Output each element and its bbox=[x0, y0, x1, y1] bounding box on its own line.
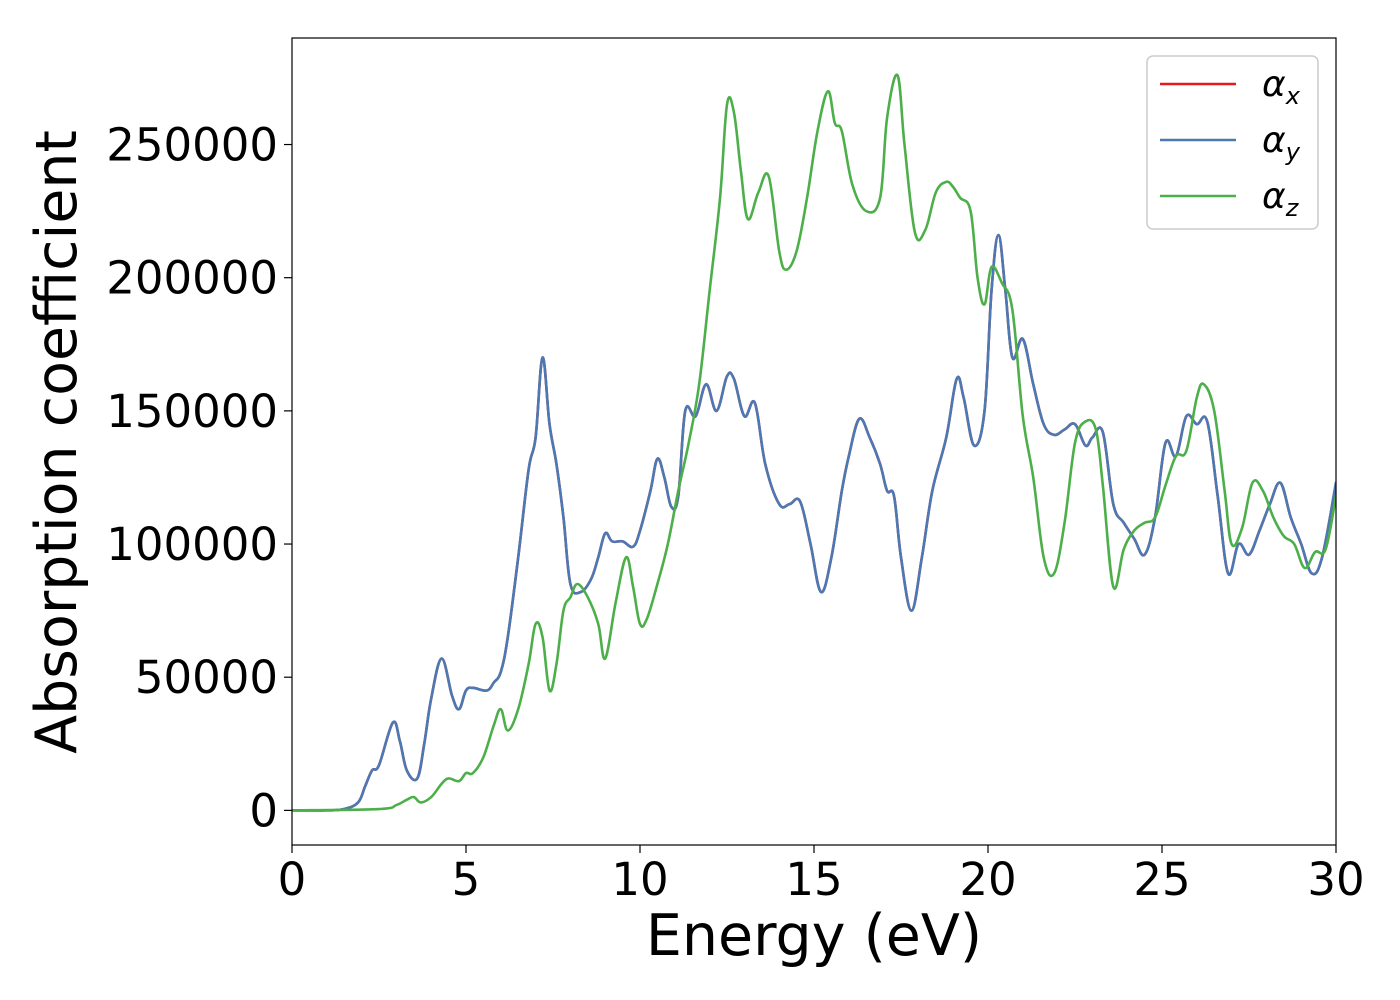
legend-label-sub: x bbox=[1285, 82, 1301, 110]
x-tick-label: 20 bbox=[959, 853, 1016, 906]
x-tick-label: 30 bbox=[1307, 853, 1364, 906]
legend-label-main: α bbox=[1262, 120, 1286, 161]
y-axis-title: Absorption coefficient bbox=[24, 130, 90, 754]
series-layer bbox=[292, 73, 1336, 812]
y-tick-label: 150000 bbox=[106, 385, 278, 438]
legend-label-y: αy bbox=[1262, 120, 1301, 166]
series-line-y bbox=[292, 233, 1336, 812]
y-tick-label: 250000 bbox=[106, 119, 278, 172]
x-tick-label: 5 bbox=[452, 853, 481, 906]
series-line-z bbox=[292, 73, 1336, 812]
x-tick-label: 25 bbox=[1133, 853, 1190, 906]
y-tick-label: 50000 bbox=[135, 651, 278, 704]
y-tick-label: 0 bbox=[249, 784, 278, 837]
y-axis: 0 50000 100000 150000 200000 250000 bbox=[106, 119, 292, 837]
x-axis: 0 5 10 15 20 25 30 bbox=[278, 845, 1365, 906]
y-tick-label: 100000 bbox=[106, 518, 278, 571]
x-axis-title: Energy (eV) bbox=[646, 903, 982, 969]
legend-label-main: α bbox=[1262, 176, 1286, 217]
x-tick-label: 15 bbox=[785, 853, 842, 906]
legend-label-main: α bbox=[1262, 64, 1286, 105]
legend-label-z: αz bbox=[1262, 176, 1300, 222]
legend-label-x: αx bbox=[1262, 64, 1301, 110]
legend-box bbox=[1146, 55, 1319, 230]
legend-label-sub: y bbox=[1285, 138, 1301, 166]
y-tick-label: 200000 bbox=[106, 252, 278, 305]
x-tick-label: 0 bbox=[278, 853, 307, 906]
legend-label-sub: z bbox=[1285, 194, 1300, 222]
x-tick-label: 10 bbox=[611, 853, 668, 906]
